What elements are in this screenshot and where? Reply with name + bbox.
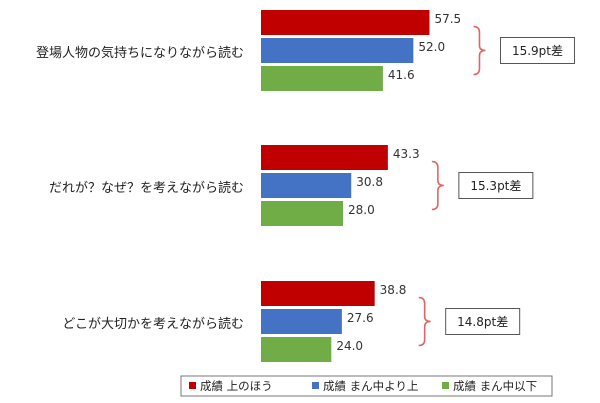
legend-entry: 成績 まん中以下 [453, 379, 537, 393]
bar-2-group-1 [261, 38, 414, 63]
bar-1-group-3 [261, 281, 375, 306]
bar-3-group-1 [261, 66, 383, 91]
value-label: 57.5 [434, 12, 461, 26]
category-label: だれが？なぜ？を考えながら読む [49, 180, 244, 196]
difference-bracket [418, 296, 431, 347]
category-label: 登場人物の気持ちになりながら読む [36, 45, 244, 61]
difference-box [458, 172, 534, 199]
bar-3-group-2 [261, 201, 344, 226]
legend-swatch [442, 382, 449, 389]
difference-label: 15.9pt差 [512, 44, 563, 58]
bar-1-group-1 [261, 10, 430, 35]
value-label: 28.0 [348, 203, 375, 217]
value-label: 24.0 [336, 339, 363, 353]
legend-box [180, 375, 553, 397]
bar-2-group-3 [261, 309, 342, 334]
legend-swatch [189, 382, 196, 389]
difference-bracket [473, 25, 486, 76]
legend-swatch [312, 382, 319, 389]
bar-3-group-3 [261, 337, 332, 362]
difference-label: 15.3pt差 [470, 179, 521, 193]
value-label: 52.0 [418, 40, 445, 54]
bar-1-group-2 [261, 145, 388, 170]
value-label: 27.6 [347, 311, 374, 325]
difference-label: 14.8pt差 [457, 315, 508, 329]
category-label: どこが大切かを考えながら読む [62, 316, 244, 332]
value-label: 30.8 [356, 175, 383, 189]
difference-box [499, 37, 575, 64]
legend-entry: 成績 まん中より上 [323, 379, 418, 393]
difference-bracket [431, 160, 444, 211]
value-label: 41.6 [388, 68, 415, 82]
value-label: 38.8 [380, 283, 407, 297]
value-label: 43.3 [393, 147, 420, 161]
legend-entry: 成績 上のほう [200, 379, 273, 393]
bar-2-group-2 [261, 173, 352, 198]
difference-box [445, 308, 521, 335]
